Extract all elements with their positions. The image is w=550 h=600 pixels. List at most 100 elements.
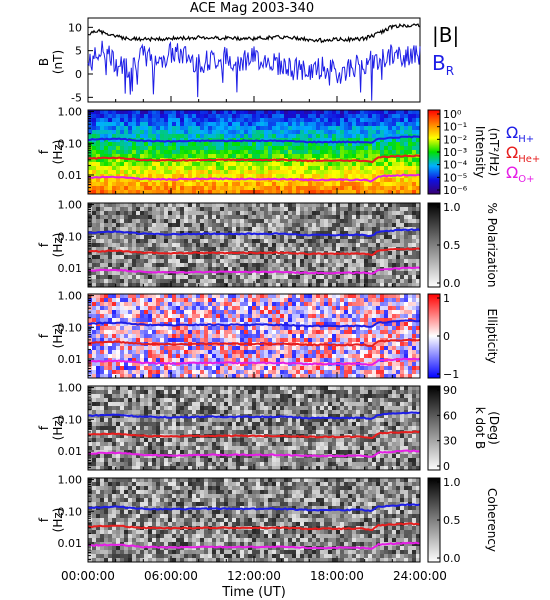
heatmap-cell xyxy=(272,154,277,159)
heatmap-cell xyxy=(288,350,293,355)
heatmap-cell xyxy=(348,235,353,240)
heatmap-cell xyxy=(224,166,229,171)
heatmap-cell xyxy=(180,110,185,115)
heatmap-cell xyxy=(120,346,125,351)
heatmap-cell xyxy=(216,243,221,248)
heatmap-cell xyxy=(140,170,145,175)
heatmap-cell xyxy=(280,294,285,299)
heatmap-cell xyxy=(108,190,113,194)
heatmap-cell xyxy=(316,259,321,264)
heatmap-cell xyxy=(172,134,177,139)
heatmap-cell xyxy=(180,279,185,284)
heatmap-cell xyxy=(292,162,297,167)
heatmap-cell xyxy=(196,326,201,331)
heatmap-cell xyxy=(132,158,137,163)
heatmap-cell xyxy=(404,138,409,143)
heatmap-cell xyxy=(284,334,289,339)
heatmap-cell xyxy=(232,130,237,135)
heatmap-cell xyxy=(324,322,329,327)
heatmap-cell xyxy=(304,374,309,378)
heatmap-cell xyxy=(380,227,385,232)
heatmap-cell xyxy=(300,294,305,299)
heatmap-cell xyxy=(96,302,101,307)
heatmap-cell xyxy=(324,255,329,260)
panel-b-frame xyxy=(87,17,421,103)
heatmap-cell xyxy=(284,235,289,240)
heatmap-cell xyxy=(192,294,197,299)
heatmap-cell xyxy=(268,170,273,175)
heatmap-cell xyxy=(116,275,121,280)
heatmap-cell xyxy=(96,114,101,119)
colorbar-unit: (nT²/Hz) xyxy=(487,128,501,176)
heatmap-cell xyxy=(320,114,325,119)
heatmap-cell xyxy=(352,146,357,151)
heatmap-cell xyxy=(380,118,385,123)
heatmap-cell xyxy=(292,134,297,139)
heatmap-cell xyxy=(392,178,397,183)
heatmap-cell xyxy=(340,146,345,151)
heatmap-cell xyxy=(368,255,373,260)
heatmap-cell xyxy=(276,259,281,264)
heatmap-cell xyxy=(212,182,217,187)
heatmap-cell xyxy=(376,122,381,127)
heatmap-cell xyxy=(368,211,373,216)
heatmap-cell xyxy=(316,239,321,244)
heatmap-cell xyxy=(316,267,321,272)
heatmap-cell xyxy=(412,190,417,194)
heatmap-cell xyxy=(116,259,121,264)
heatmap-cell xyxy=(316,342,321,347)
heatmap-cell xyxy=(112,227,117,232)
heatmap-cell xyxy=(272,366,277,371)
heatmap-cell xyxy=(324,279,329,284)
heatmap-cell xyxy=(220,259,225,264)
heatmap-cell xyxy=(292,170,297,175)
heatmap-cell xyxy=(188,134,193,139)
heatmap-cell xyxy=(316,255,321,260)
heatmap-cell xyxy=(200,298,205,303)
heatmap-cell xyxy=(236,174,241,179)
heatmap-cell xyxy=(328,170,333,175)
heatmap-cell xyxy=(108,158,113,163)
heatmap-cell xyxy=(316,358,321,363)
heatmap-cell xyxy=(344,142,349,147)
heatmap-cell xyxy=(156,338,161,343)
heatmap-cell xyxy=(308,235,313,240)
heatmap-cell xyxy=(336,126,341,131)
heatmap-cell xyxy=(124,227,129,232)
heatmap-cell xyxy=(296,247,301,252)
heatmap-cell xyxy=(144,330,149,335)
heatmap-cell xyxy=(196,223,201,228)
heatmap-cell xyxy=(308,219,313,224)
heatmap-cell xyxy=(384,251,389,256)
heatmap-cell xyxy=(200,178,205,183)
heatmap-cell xyxy=(132,223,137,228)
heatmap-cell xyxy=(88,259,93,264)
heatmap-cell xyxy=(164,186,169,191)
heatmap-cell xyxy=(396,251,401,256)
heatmap-cell xyxy=(288,166,293,171)
heatmap-cell xyxy=(208,146,213,151)
heatmap-cell xyxy=(148,142,153,147)
heatmap-cell xyxy=(104,243,109,248)
heatmap-cell xyxy=(332,207,337,212)
heatmap-cell xyxy=(112,334,117,339)
heatmap-cell xyxy=(104,251,109,256)
heatmap-cell xyxy=(120,374,125,378)
heatmap-cell xyxy=(368,170,373,175)
heatmap-cell xyxy=(104,358,109,363)
heatmap-cell xyxy=(304,322,309,327)
heatmap-cell xyxy=(228,267,233,272)
heatmap-cell xyxy=(364,162,369,167)
heatmap-cell xyxy=(272,146,277,151)
heatmap-cell xyxy=(340,215,345,220)
heatmap-cell xyxy=(176,134,181,139)
heatmap-cell xyxy=(388,122,393,127)
heatmap-cell xyxy=(156,314,161,319)
heatmap-cell xyxy=(340,283,345,287)
heatmap-cell xyxy=(104,255,109,260)
heatmap-cell xyxy=(416,158,420,163)
heatmap-cell xyxy=(156,334,161,339)
heatmap-cell xyxy=(200,350,205,355)
heatmap-cell xyxy=(352,150,357,155)
heatmap-cell xyxy=(116,346,121,351)
